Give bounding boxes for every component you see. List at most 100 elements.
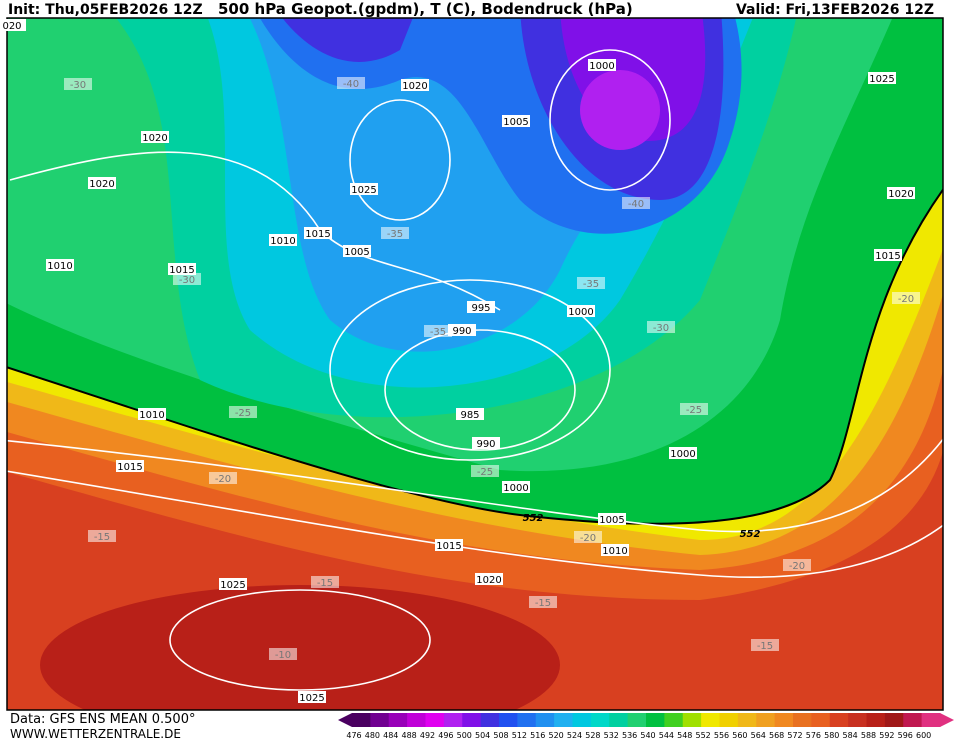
- legend-label: 580: [824, 731, 839, 740]
- data-source: Data: GFS ENS MEAN 0.500°: [10, 712, 195, 727]
- label-box: [116, 460, 144, 472]
- isobar-label: 1010: [139, 410, 164, 421]
- label-box: [529, 596, 557, 608]
- isobar-label: 1010: [47, 261, 72, 272]
- temperature-label: -15: [757, 641, 773, 652]
- legend-label: 516: [530, 731, 545, 740]
- legend-label: 532: [604, 731, 619, 740]
- contour-labels: 020 1020 1000 1025 1005 1020 1020 1025 1020 1010 1…: [0, 19, 920, 704]
- legend-swatch: [590, 713, 610, 727]
- legend-swatch: [517, 713, 537, 727]
- temperature-label: -20: [789, 561, 805, 572]
- legend-arrow-left: [338, 713, 352, 727]
- isobar-label: 990: [476, 439, 495, 450]
- temperature-label: -35: [583, 279, 599, 290]
- legend-label: 536: [622, 731, 637, 740]
- label-box: [622, 197, 650, 209]
- isobar-label: 1005: [599, 515, 624, 526]
- label-box: [229, 406, 257, 418]
- label-box: [472, 437, 500, 449]
- valid-time: Valid: Fri,13FEB2026 12Z: [736, 2, 934, 18]
- isobar-label: 1015: [436, 541, 461, 552]
- label-box: [502, 115, 530, 127]
- legend-swatch: [866, 713, 886, 727]
- isobar-label: 1020: [142, 133, 167, 144]
- legend-swatch: [774, 713, 794, 727]
- label-box: [0, 19, 26, 31]
- legend-swatch: [352, 713, 371, 727]
- legend-swatch: [719, 713, 739, 727]
- legend-label: 528: [585, 731, 600, 740]
- label-box: [269, 234, 297, 246]
- temperature-label: -15: [535, 598, 551, 609]
- label-box: [669, 447, 697, 459]
- legend-swatch: [701, 713, 720, 727]
- label-box: [471, 465, 499, 477]
- label-box: [304, 227, 332, 239]
- label-box: [46, 259, 74, 271]
- legend-swatch: [811, 713, 831, 727]
- temperature-label: -30: [653, 323, 669, 334]
- label-box: [401, 79, 429, 91]
- legend-label: 504: [475, 731, 490, 740]
- temperature-label: -10: [275, 650, 291, 661]
- legend-swatch: [388, 713, 408, 727]
- label-box: [298, 691, 326, 703]
- label-box: [64, 78, 92, 90]
- temperature-label: -15: [94, 532, 110, 543]
- legend-swatch: [370, 713, 390, 727]
- legend-label: 520: [548, 731, 563, 740]
- label-box: [574, 531, 602, 543]
- geopotential-label: 552: [523, 513, 544, 524]
- temperature-label: -15: [317, 578, 333, 589]
- legend-swatch: [682, 713, 702, 727]
- legend-label: 492: [420, 731, 435, 740]
- legend-label: 600: [916, 731, 931, 740]
- legend-label: 556: [714, 731, 729, 740]
- label-box: [88, 177, 116, 189]
- legend-label: 524: [567, 731, 582, 740]
- legend-swatch: [480, 713, 500, 727]
- label-box: [337, 77, 365, 89]
- label-box: [783, 559, 811, 571]
- label-box: [424, 325, 452, 337]
- label-box: [381, 227, 409, 239]
- isobar-label: 1020: [402, 81, 427, 92]
- geopotential-label: 552: [740, 529, 761, 540]
- legend-swatch: [443, 713, 463, 727]
- map-frame: [6, 17, 944, 711]
- legend-swatch: [829, 713, 849, 727]
- temperature-label: -30: [70, 80, 86, 91]
- label-box: [456, 408, 484, 420]
- isobar-label: 1005: [344, 247, 369, 258]
- label-box: [598, 513, 626, 525]
- legend-swatch: [737, 713, 757, 727]
- label-box: [88, 530, 116, 542]
- isobar-label: 1025: [299, 693, 324, 704]
- legend-label: 512: [512, 731, 527, 740]
- isobar-label: 1015: [169, 265, 194, 276]
- legend-label: 564: [751, 731, 766, 740]
- legend-label: 584: [842, 731, 857, 740]
- label-box: [138, 408, 166, 420]
- legend-swatch: [407, 713, 426, 727]
- label-box: [209, 472, 237, 484]
- legend-label: 596: [898, 731, 913, 740]
- isobar-label: 995: [471, 303, 490, 314]
- legend-label: 576: [806, 731, 821, 740]
- temperature-label: -35: [430, 327, 446, 338]
- legend-swatch: [646, 713, 665, 727]
- legend-swatch: [884, 713, 904, 727]
- legend-swatch: [425, 713, 445, 727]
- label-box: [467, 301, 495, 313]
- legend-label: 488: [401, 731, 416, 740]
- label-box: [435, 539, 463, 551]
- label-box: [874, 249, 902, 261]
- legend-label: 548: [677, 731, 692, 740]
- legend-label: 560: [732, 731, 747, 740]
- temperature-label: -20: [215, 474, 231, 485]
- label-box: [887, 187, 915, 199]
- isobar-label: 1005: [503, 117, 528, 128]
- legend-swatch: [554, 713, 573, 727]
